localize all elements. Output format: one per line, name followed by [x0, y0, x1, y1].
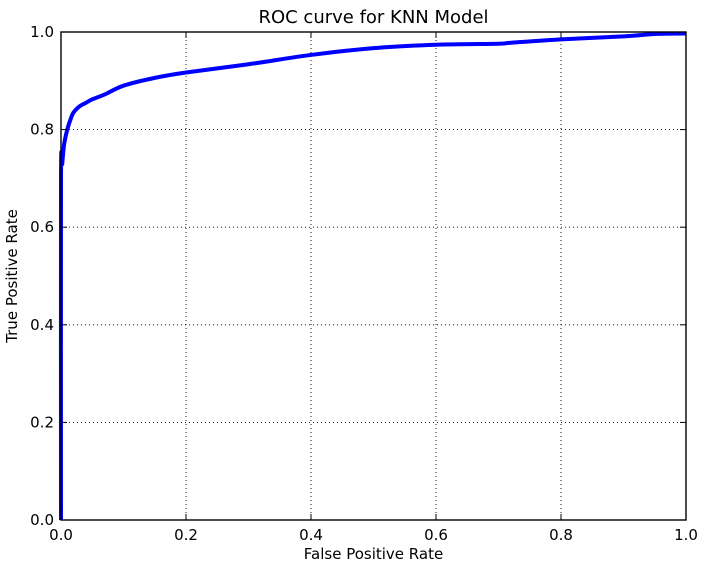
- grid-lines: [61, 32, 686, 520]
- y-tick-label: 1.0: [30, 23, 54, 41]
- plot-frame: [60, 31, 687, 521]
- y-tick-label: 0.0: [30, 511, 54, 529]
- x-tick-label: 0.8: [549, 526, 573, 544]
- y-tick-label: 0.2: [30, 413, 54, 431]
- x-tick-label: 1.0: [674, 526, 698, 544]
- chart-title: ROC curve for KNN Model: [258, 7, 488, 28]
- x-tick-label: 0.0: [49, 526, 73, 544]
- x-tick-label: 0.2: [174, 526, 198, 544]
- ticks: [60, 31, 687, 521]
- series-layer: [58, 31, 687, 521]
- y-tick-label: 0.4: [30, 316, 54, 334]
- roc-curve-line: [58, 31, 687, 521]
- x-axis-title: False Positive Rate: [304, 545, 443, 563]
- x-tick-labels: 0.0 0.2 0.4 0.6 0.8 1.0: [49, 526, 698, 544]
- x-tick-label: 0.4: [299, 526, 323, 544]
- y-tick-label: 0.6: [30, 218, 54, 236]
- x-tick-label: 0.6: [424, 526, 448, 544]
- y-tick-labels: 0.0 0.2 0.4 0.6 0.8 1.0: [30, 23, 54, 529]
- y-axis-title: True Positive Rate: [3, 209, 21, 344]
- y-tick-label: 0.8: [30, 121, 54, 139]
